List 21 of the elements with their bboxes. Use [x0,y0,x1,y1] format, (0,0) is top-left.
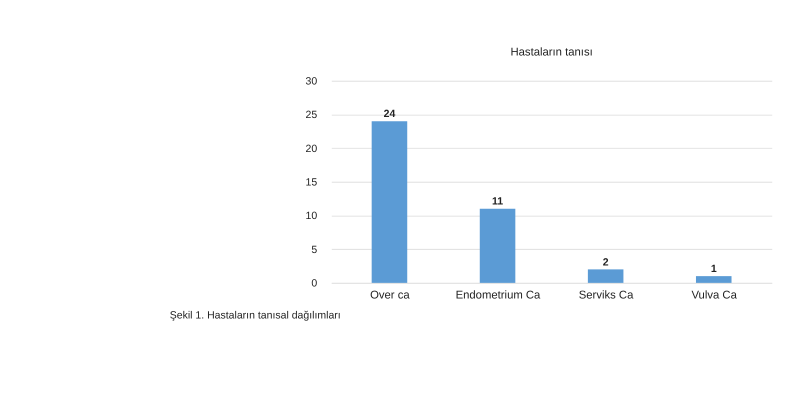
data-label: 11 [492,196,504,208]
bar [480,208,516,283]
x-tick-label: Serviks Ca [578,290,634,302]
x-tick-label: Vulva Ca [691,290,738,302]
chart-title: Hastaların tanısı [510,46,593,59]
y-tick-label: 30 [306,75,318,88]
bar [696,276,732,283]
y-tick-label: 0 [311,277,318,290]
bar [588,269,624,283]
bar [372,121,408,283]
y-tick-label: 25 [306,109,318,122]
y-tick-label: 15 [306,176,318,188]
x-tick-label: Endometrium Ca [456,290,542,302]
data-label: 1 [710,263,717,276]
y-tick-label: 10 [306,210,318,222]
x-tick-label: Over ca [370,290,410,302]
data-label: 2 [602,256,609,268]
text: Şekil 1. Hastaların tanısal dağılımları [170,309,341,322]
y-tick-label: 5 [311,244,318,256]
y-tick-label: 20 [306,142,318,155]
data-label: 24 [384,108,396,120]
